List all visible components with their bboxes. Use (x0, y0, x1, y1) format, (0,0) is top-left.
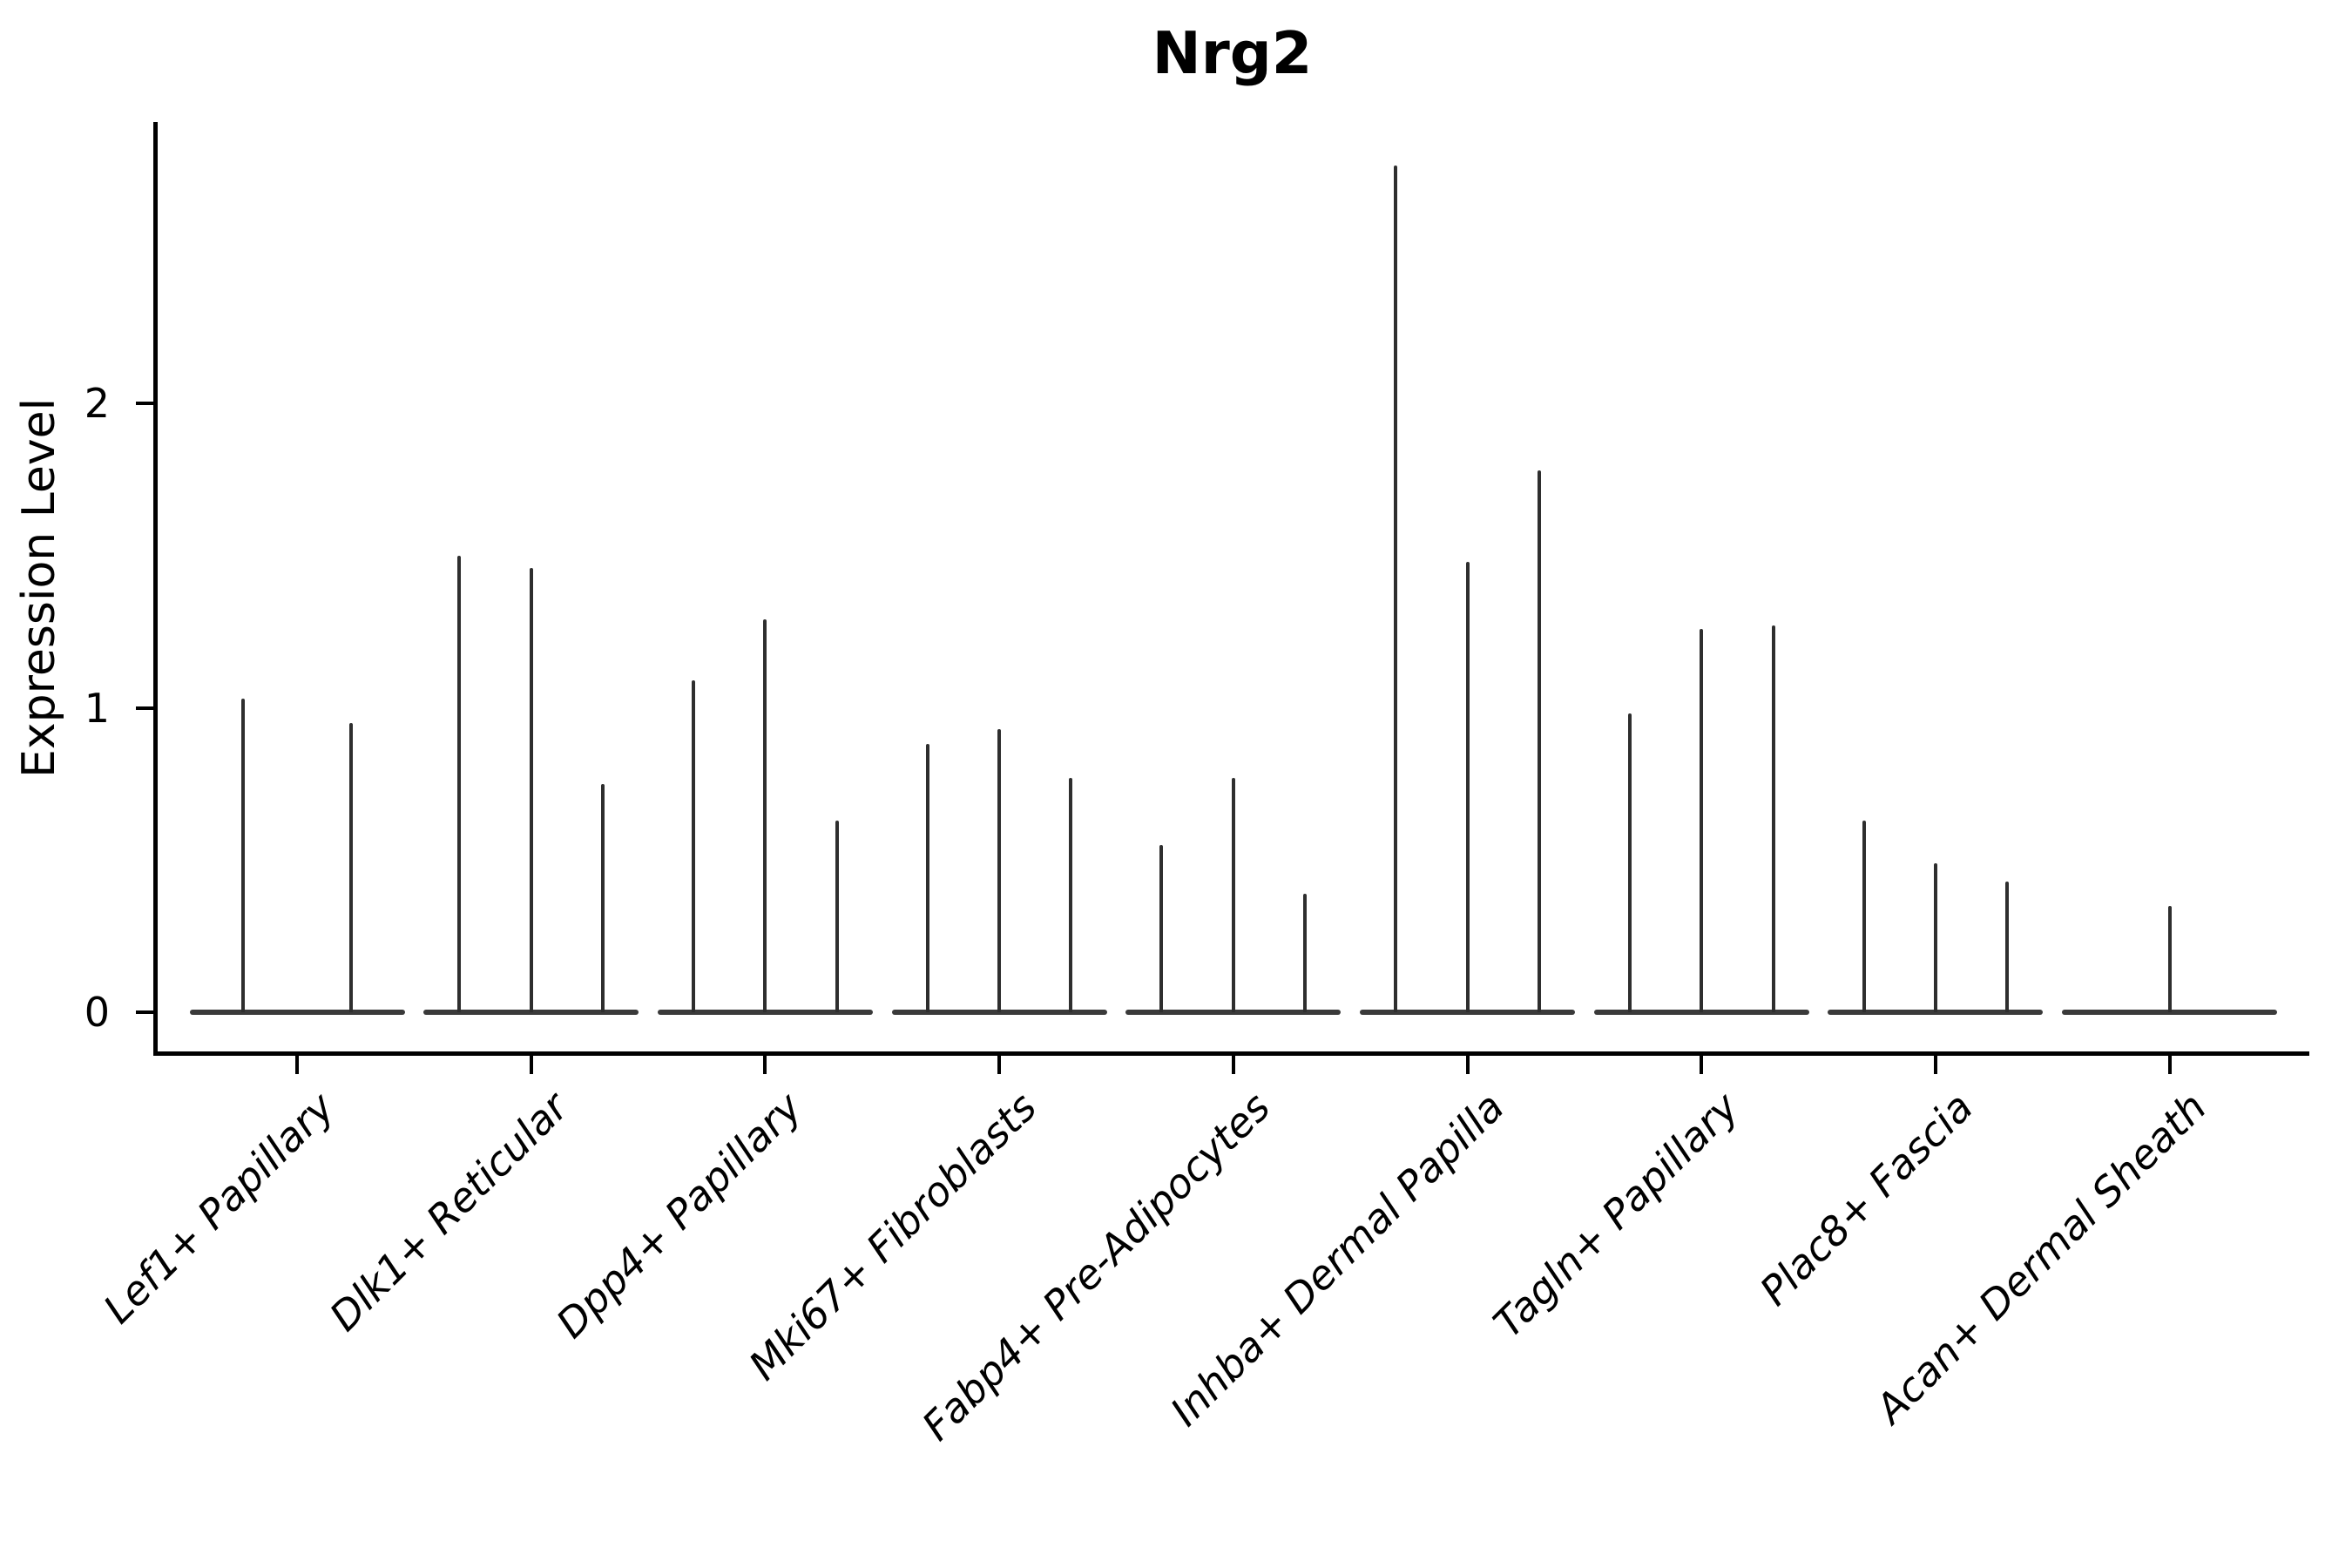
x-category-label: Dlk1+ Reticular (320, 1083, 578, 1341)
violin-spike (601, 783, 605, 1012)
y-tick-label: 2 (84, 380, 110, 427)
violin-spike (529, 567, 533, 1012)
violin-spike (457, 555, 462, 1012)
y-axis-spine (152, 122, 158, 1056)
x-tick (1933, 1055, 1937, 1074)
violin-spike (997, 728, 1002, 1012)
violin-spike (925, 744, 929, 1012)
violin-spike (1627, 713, 1632, 1012)
violin-baseline (1593, 1010, 1809, 1015)
x-axis-spine (152, 1051, 2309, 1056)
violin-spike (1862, 820, 1866, 1012)
violin-spike (348, 722, 353, 1012)
y-tick-label: 1 (84, 684, 110, 732)
x-tick (1465, 1055, 1470, 1074)
x-tick (2167, 1055, 2172, 1074)
x-tick (997, 1055, 1002, 1074)
y-tick (135, 706, 153, 710)
y-tick (135, 402, 153, 405)
violin-spike (835, 820, 839, 1012)
y-tick-label: 0 (84, 989, 110, 1036)
violin-baseline (423, 1010, 639, 1015)
y-tick (135, 1010, 153, 1014)
x-tick (763, 1055, 767, 1074)
x-category-label: Dpp4+ Papillary (547, 1083, 812, 1348)
violin-spike (1159, 844, 1164, 1012)
violin-spike (2167, 905, 2172, 1012)
x-tick (529, 1055, 533, 1074)
violin-spike (1303, 893, 1308, 1012)
violin-spike (692, 680, 696, 1012)
violin-spike (1069, 777, 1073, 1012)
x-category-label: Lef1+ Papillary (93, 1083, 343, 1333)
violin-spike (1231, 777, 1235, 1012)
violin-spike (1700, 628, 1704, 1012)
violin-spike (241, 699, 246, 1012)
violin-baseline (2062, 1010, 2278, 1015)
violin-spike (1537, 470, 1541, 1012)
violin-baseline (1125, 1010, 1342, 1015)
violin-baseline (1360, 1010, 1575, 1015)
x-category-label: Tagln+ Papillary (1484, 1083, 1747, 1347)
x-tick (1231, 1055, 1235, 1074)
violin-baseline (657, 1010, 873, 1015)
x-tick (295, 1055, 299, 1074)
x-tick (1700, 1055, 1704, 1074)
violin-spike (1933, 862, 1937, 1012)
violin-spike (763, 619, 767, 1012)
violin-spike (1465, 561, 1470, 1012)
x-category-label: Plac8+ Fascia (1750, 1083, 1982, 1315)
violin-spike (2005, 881, 2010, 1012)
violin-spike (1394, 166, 1398, 1012)
violin-baseline (891, 1010, 1107, 1015)
chart-title: Nrg2 (1152, 19, 1313, 87)
violin-baseline (1828, 1010, 2044, 1015)
violin-spike (1771, 625, 1775, 1012)
violin-baseline (189, 1010, 405, 1015)
